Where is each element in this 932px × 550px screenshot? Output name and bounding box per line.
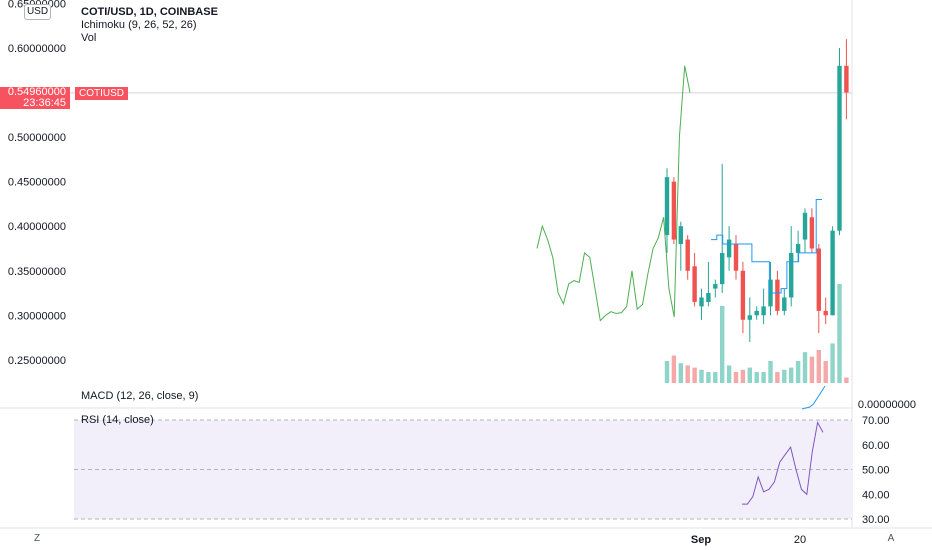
rsi-tick-label: 30.00 (862, 514, 890, 526)
ichimoku-conversion-line (711, 199, 822, 294)
candle-body (678, 226, 683, 245)
ichimoku-legend[interactable]: Ichimoku (9, 26, 52, 26) (81, 19, 197, 31)
time-tick-label: Sep (691, 534, 711, 546)
price-tick-label: 0.35000000 (8, 266, 66, 278)
candle-body (706, 293, 711, 302)
volume-bar (685, 365, 690, 383)
candle-body (802, 212, 808, 240)
volume-bar (775, 372, 780, 383)
candle-body (809, 217, 815, 249)
volume-bar (837, 284, 842, 383)
rsi-tick-label: 50.00 (862, 465, 890, 477)
last-price-value: 0.54960000 (7, 86, 66, 98)
candle-body (795, 244, 801, 253)
candle-body (837, 65, 842, 231)
volume-bar (809, 356, 815, 383)
candle-body (830, 230, 835, 316)
volume-bar (795, 361, 801, 383)
volume-bar (726, 365, 732, 383)
volume-bar (706, 372, 711, 383)
bar-countdown: 23:36:45 (23, 97, 66, 109)
candle-body (789, 252, 794, 298)
price-tick-label: 0.60000000 (8, 43, 66, 55)
macd-legend[interactable]: MACD (12, 26, close, 9) (81, 390, 199, 402)
volume-bar (713, 372, 718, 383)
volume-bar (782, 369, 787, 383)
candle-body (740, 270, 746, 320)
volume-bar (720, 306, 725, 383)
candle-body (699, 297, 704, 307)
ichimoku-lagging-span (536, 65, 691, 322)
price-tick-label: 0.45000000 (8, 177, 66, 189)
timezone-button[interactable]: Z (33, 533, 41, 544)
volume-bar (768, 361, 773, 383)
volume-bar (699, 369, 704, 383)
candle-body (713, 284, 718, 289)
candle-body (726, 239, 732, 258)
candle-body (823, 310, 828, 316)
symbol-price-label: COTIUSD (75, 87, 128, 100)
candle-body (782, 297, 787, 311)
volume-bar (678, 363, 683, 383)
volume-bar (671, 355, 677, 383)
volume-bar (844, 377, 849, 383)
chart-legend: COTI/USD, 1D, COINBASE Ichimoku (9, 26, … (81, 6, 218, 45)
auto-scale-button[interactable]: A (887, 533, 895, 544)
volume-bar (692, 367, 697, 383)
rsi-tick-label: 60.00 (862, 440, 890, 452)
price-tick-label: 0.25000000 (8, 355, 66, 367)
candle-body (733, 244, 739, 271)
volume-bar (754, 372, 759, 383)
candle-body (671, 181, 677, 240)
candle-body (692, 266, 697, 302)
volume-bar (761, 372, 766, 383)
currency-button[interactable]: USD (24, 4, 51, 20)
candle-body (761, 306, 766, 316)
candle-body (720, 252, 725, 285)
rsi-tick-label: 40.00 (862, 489, 890, 501)
symbol-title[interactable]: COTI/USD, 1D, COINBASE (81, 6, 218, 18)
candle-body (816, 248, 821, 311)
volume-bar (664, 361, 670, 383)
macd-line (801, 385, 826, 410)
volume-bar (733, 372, 739, 383)
volume-bar (740, 369, 746, 383)
candle-body (754, 310, 759, 316)
volume-bar (830, 343, 835, 383)
macd-tick-label: 0.00000000 (858, 399, 916, 411)
time-tick-label: 20 (794, 534, 806, 546)
volume-legend[interactable]: Vol (81, 32, 97, 44)
volume-bar (823, 361, 828, 383)
candle-body (747, 315, 752, 320)
volume-bar (802, 352, 808, 383)
price-tick-label: 0.40000000 (8, 221, 66, 233)
volume-bar (816, 350, 821, 383)
candle-body (664, 177, 670, 236)
price-tick-label: 0.50000000 (8, 132, 66, 144)
price-tick-label: 0.30000000 (8, 310, 66, 322)
volume-bar (747, 367, 752, 383)
rsi-tick-label: 70.00 (862, 415, 890, 427)
candle-body (844, 65, 849, 93)
rsi-legend[interactable]: RSI (14, close) (81, 414, 154, 426)
volume-bar (789, 367, 794, 383)
rsi-line (742, 421, 824, 505)
last-price-tag: 0.54960000 23:36:45 (0, 87, 70, 109)
candle-body (685, 239, 690, 271)
candle-body (775, 279, 780, 311)
